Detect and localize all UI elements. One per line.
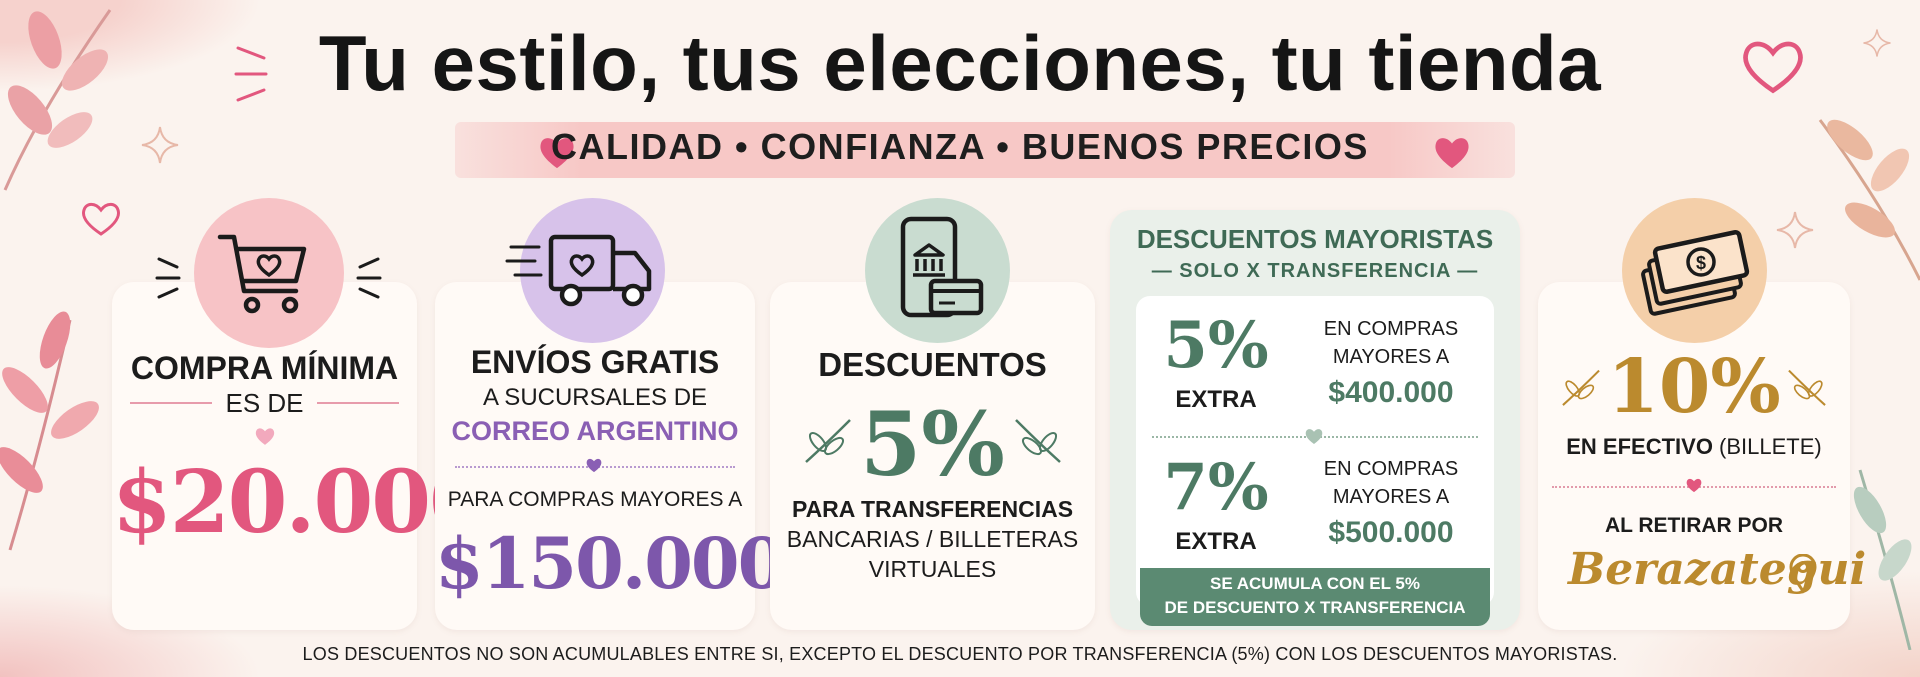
laurel-sprig-icon	[805, 419, 851, 463]
laurel-sprig-icon	[1562, 369, 1600, 406]
cash-pickup: AL RETIRAR POR	[1604, 514, 1784, 537]
discount-heading: DESCUENTOS	[818, 346, 1047, 383]
heart-outline-icon	[82, 202, 120, 236]
page-title: Tu estilo, tus elecciones, tu tienda	[318, 19, 1602, 107]
cash-location: Berazategui	[1568, 544, 1867, 595]
wholesale-note-line2: DE DESCUENTO X TRANSFERENCIA	[1164, 598, 1466, 617]
tier-line1: EN COMPRAS	[1323, 458, 1459, 480]
tier-extra: EXTRA	[1175, 528, 1257, 555]
tagline-brush-stroke	[455, 122, 1515, 178]
cash-percent: 10%	[1607, 344, 1781, 430]
discount-line1: PARA TRANSFERENCIAS	[791, 496, 1074, 522]
tier-amount: $500.000	[1328, 516, 1454, 549]
minimum-amount: $20.000	[112, 452, 489, 553]
laurel-sprig-icon	[1015, 419, 1061, 463]
wholesale-heading: DESCUENTOS MAYORISTAS	[1136, 224, 1494, 254]
shipping-condition: PARA COMPRAS MAYORES A	[447, 488, 743, 511]
cash-bills-icon: $	[1641, 230, 1750, 316]
wholesale-note-bar: SE ACUMULA CON EL 5% DE DESCUENTO X TRAN…	[1140, 568, 1490, 626]
tier-line2: MAYORES A	[1332, 346, 1450, 368]
phone-icon-badge	[865, 198, 1010, 343]
tier-percent: 7%	[1163, 450, 1269, 525]
wholesale-tier: 7% EXTRA EN COMPRAS MAYORES A $500.000	[1136, 442, 1494, 582]
shipping-amount: $150.000	[435, 522, 786, 605]
divider	[130, 402, 212, 404]
wholesale-tier: 5% EXTRA EN COMPRAS MAYORES A $400.000	[1136, 296, 1494, 436]
heart-icon	[1686, 478, 1702, 493]
heart-icon	[255, 428, 275, 445]
tier-amount: $400.000	[1328, 376, 1454, 409]
discount-line3: VIRTUALES	[868, 556, 997, 582]
tier-extra: EXTRA	[1175, 386, 1257, 413]
shopping-cart-heart-icon	[217, 234, 307, 314]
leaf-branch-top-left-icon	[3, 9, 112, 191]
card-transfer-discount: DESCUENTOS 5% PARA TRANSFERENCIAS BANCAR…	[770, 282, 1095, 630]
motion-lines-icon	[356, 257, 382, 299]
heart-icon	[540, 138, 574, 169]
sparkle-icon	[141, 126, 179, 164]
tier-percent: 5%	[1163, 308, 1269, 383]
sparkle-icon	[1863, 29, 1891, 57]
leaf-branch-bottom-right-icon	[1853, 469, 1912, 650]
truck-icon-badge	[520, 198, 665, 343]
tagline: CALIDAD • CONFIANZA • BUENOS PRECIOS	[551, 126, 1369, 167]
wholesale-tiers-panel: 5% EXTRA EN COMPRAS MAYORES A $400.000 7…	[1136, 296, 1494, 606]
heart-icon	[1435, 138, 1469, 169]
shipping-line1: A SUCURSALES DE	[482, 384, 708, 411]
heart-icon	[586, 458, 602, 473]
motion-lines-icon	[234, 46, 268, 102]
footer-disclaimer: LOS DESCUENTOS NO SON ACUMULABLES ENTRE …	[302, 644, 1618, 664]
shipping-heading: ENVÍOS GRATIS	[470, 344, 720, 380]
svg-text:$: $	[1696, 253, 1706, 273]
heart-outline-icon	[1743, 41, 1803, 94]
map-pin-icon	[1789, 554, 1817, 594]
wholesale-note-line1: SE ACUMULA CON EL 5%	[1209, 574, 1420, 593]
card-cash-discount: 10% EN EFECTIVO (BILLETE) AL RETIRAR POR…	[1538, 282, 1867, 630]
minimum-heading: COMPRA MÍNIMA	[130, 350, 399, 386]
discount-line2: BANCARIAS / BILLETERAS	[786, 526, 1079, 552]
laurel-sprig-icon	[1788, 369, 1826, 406]
cash-label-normal: (BILLETE)	[1712, 434, 1822, 459]
shipping-carrier: CORREO ARGENTINO	[451, 416, 739, 446]
cash-label: EN EFECTIVO (BILLETE)	[1538, 434, 1850, 460]
sparkle-icon	[1776, 211, 1814, 249]
card-wholesale-discounts: DESCUENTOS MAYORISTAS — SOLO X TRANSFERE…	[1110, 210, 1520, 630]
heart-icon	[1305, 429, 1323, 445]
card-free-shipping: ENVÍOS GRATIS A SUCURSALES DE CORREO ARG…	[435, 282, 786, 630]
leaf-branch-left-icon	[0, 311, 99, 551]
cash-label-bold: EN EFECTIVO	[1566, 434, 1713, 459]
delivery-truck-heart-icon	[505, 234, 652, 307]
wholesale-subheading: — SOLO X TRANSFERENCIA —	[1151, 260, 1479, 282]
minimum-subheading: ES DE	[225, 388, 304, 418]
tier-line1: EN COMPRAS	[1323, 318, 1459, 340]
tier-line2: MAYORES A	[1332, 486, 1450, 508]
motion-lines-icon	[155, 257, 181, 299]
mobile-bank-card-icon	[900, 216, 984, 318]
leaf-branch-right-icon	[1818, 119, 1920, 281]
divider	[317, 402, 399, 404]
discount-percent: 5%	[860, 392, 1005, 496]
